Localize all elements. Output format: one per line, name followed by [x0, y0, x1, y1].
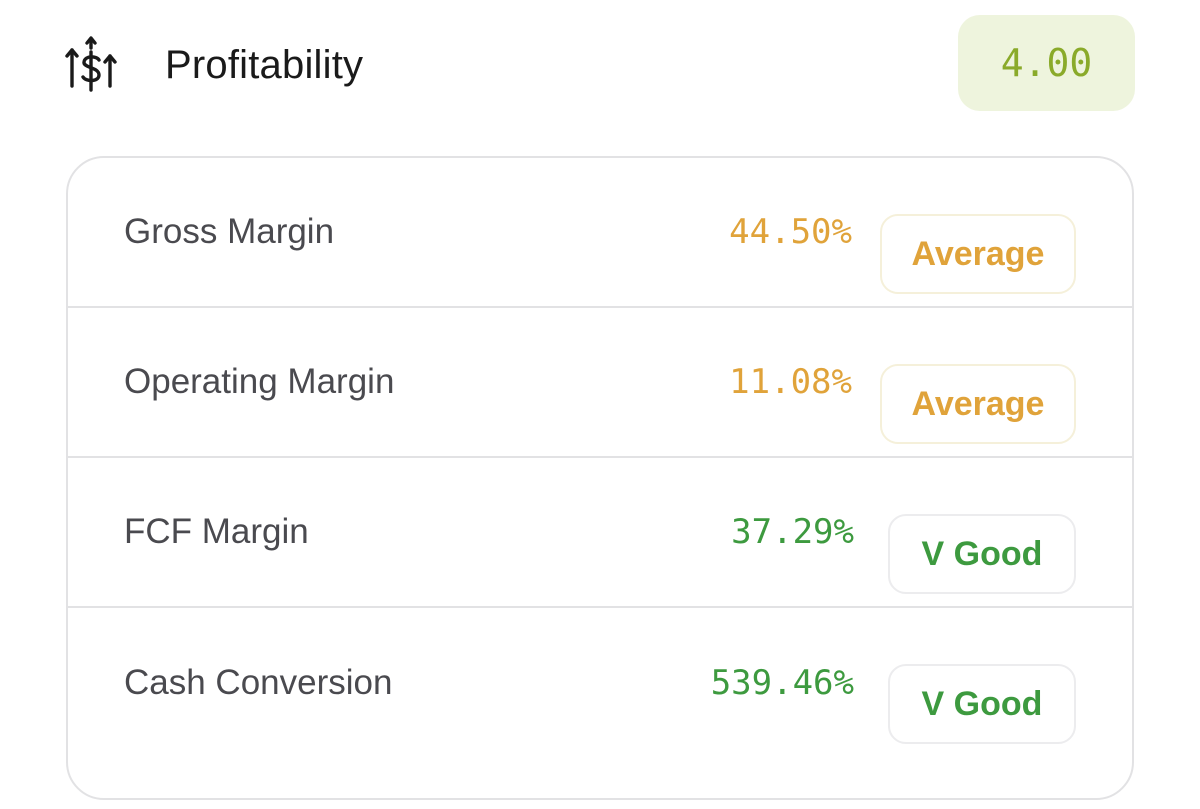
metric-value: 11.08% [729, 362, 852, 402]
metric-label: Operating Margin [124, 362, 395, 401]
metric-row-operating-margin: Operating Margin 11.08% Average [68, 308, 1132, 458]
section-header: Profitability 4.00 [0, 0, 1200, 130]
metrics-card: Gross Margin 44.50% Average Operating Ma… [66, 156, 1134, 800]
metric-row-cash-conversion: Cash Conversion 539.46% V Good [68, 608, 1132, 758]
score-badge: 4.00 [958, 15, 1135, 111]
rating-badge: V Good [888, 664, 1076, 744]
metric-label: Gross Margin [124, 212, 335, 251]
metric-label: FCF Margin [124, 512, 309, 551]
section-title: Profitability [165, 43, 364, 87]
metric-label: Cash Conversion [124, 663, 393, 702]
trending-dollar-icon [64, 36, 120, 92]
rating-badge: Average [880, 364, 1076, 444]
rating-badge: V Good [888, 514, 1076, 594]
metric-value: 37.29% [731, 512, 854, 552]
rating-badge: Average [880, 214, 1076, 294]
metric-value: 539.46% [710, 663, 854, 703]
metric-row-fcf-margin: FCF Margin 37.29% V Good [68, 458, 1132, 608]
metric-row-gross-margin: Gross Margin 44.50% Average [68, 158, 1132, 308]
metric-value: 44.50% [729, 212, 852, 252]
